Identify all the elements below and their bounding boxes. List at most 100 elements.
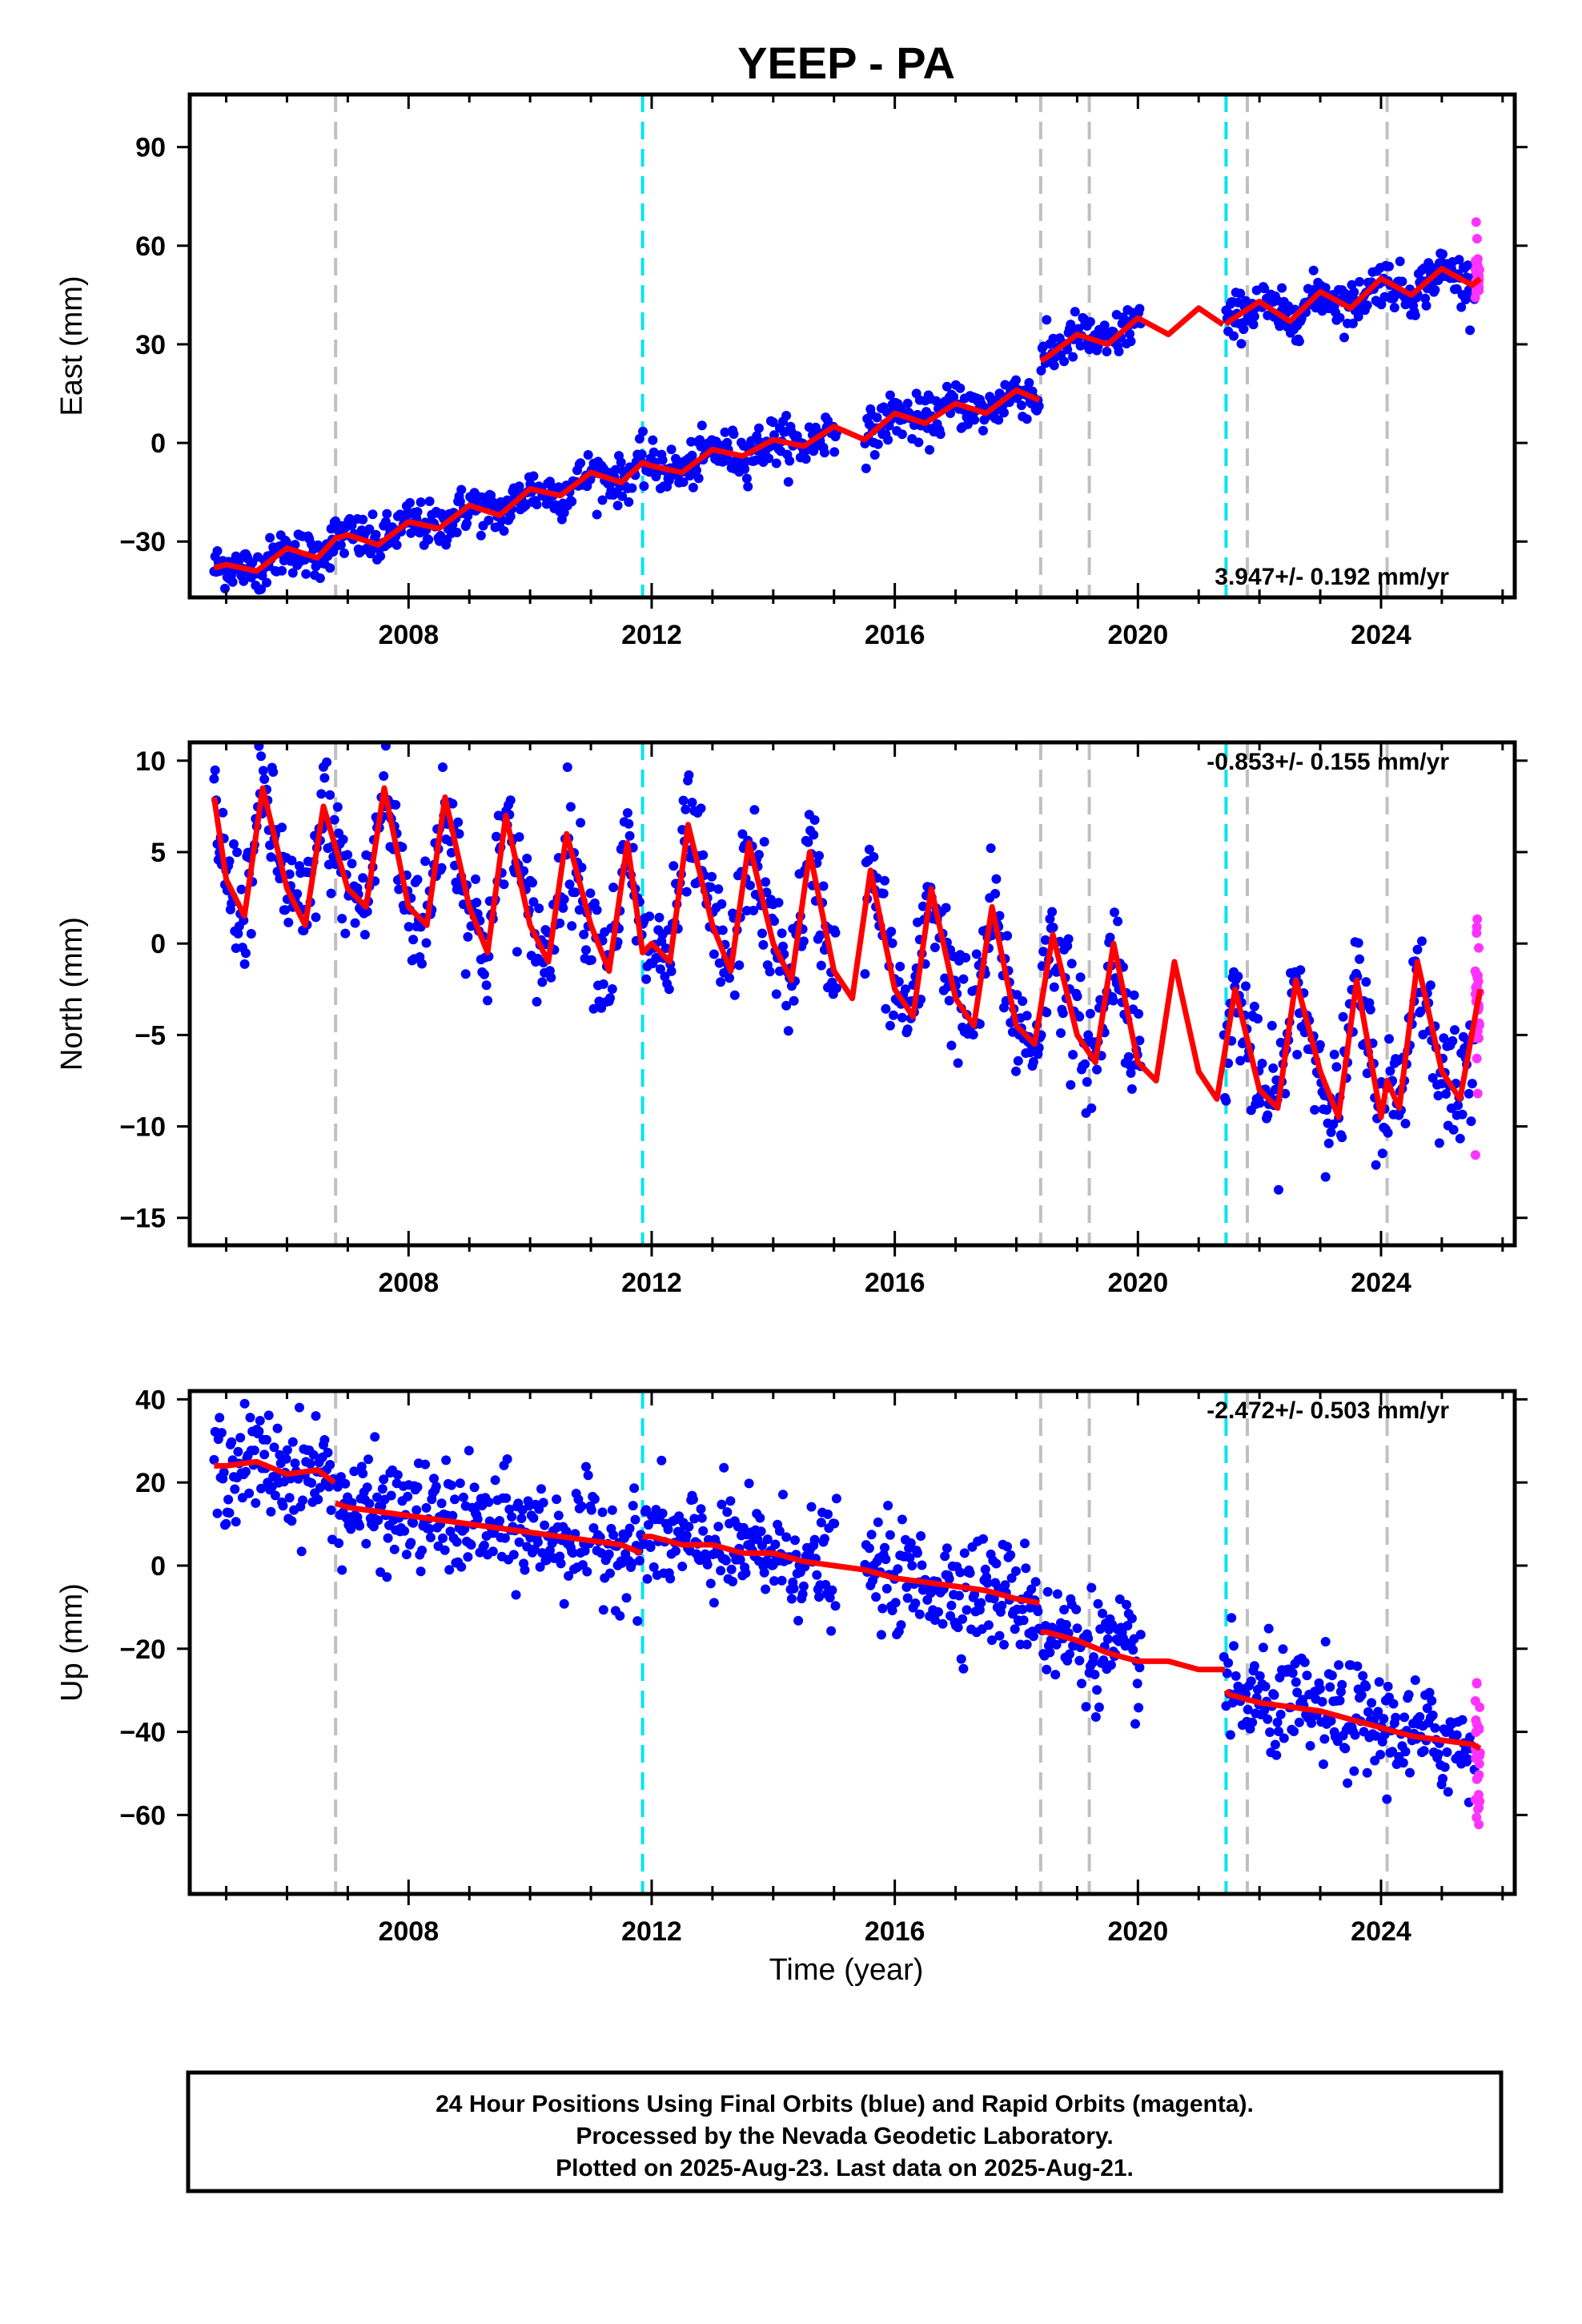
final-orbit-point <box>1373 1707 1383 1717</box>
final-orbit-point <box>397 842 408 852</box>
final-orbit-point <box>761 877 771 887</box>
final-orbit-point <box>456 1562 467 1572</box>
final-orbit-point <box>1294 336 1304 347</box>
final-orbit-point <box>634 433 644 444</box>
final-orbit-point <box>1289 1727 1299 1736</box>
final-orbit-point <box>1465 325 1476 336</box>
final-orbit-point <box>1420 293 1431 304</box>
final-orbit-point <box>681 804 691 814</box>
final-orbit-point <box>1347 279 1357 290</box>
final-orbit-point <box>1108 995 1118 1006</box>
final-orbit-point <box>876 1630 886 1640</box>
final-orbit-point <box>1002 931 1013 941</box>
final-orbit-point <box>532 996 542 1007</box>
final-orbit-point <box>953 1622 963 1633</box>
final-orbit-point <box>648 447 659 457</box>
final-orbit-point <box>322 757 332 767</box>
final-orbit-point <box>463 1552 473 1562</box>
final-orbit-point <box>505 511 516 521</box>
final-orbit-point <box>655 964 665 975</box>
final-orbit-point <box>1269 1690 1279 1700</box>
final-orbit-point <box>284 869 295 879</box>
final-orbit-point <box>823 1509 833 1519</box>
final-orbit-point <box>335 1472 346 1482</box>
final-orbit-point <box>231 1517 241 1527</box>
final-orbit-point <box>980 1564 990 1574</box>
final-orbit-point <box>1092 1064 1102 1075</box>
final-orbit-point <box>218 807 228 818</box>
north-panel: 2008 2012 2016 2020 2024 −15 −10 −5 0 5 10 North (m… <box>55 740 1528 1298</box>
final-orbit-point <box>520 1565 530 1575</box>
final-orbit-point <box>448 1510 458 1521</box>
final-orbit-point <box>256 584 267 594</box>
final-orbit-point <box>885 1020 895 1031</box>
final-orbit-point <box>819 1534 829 1544</box>
final-orbit-point <box>350 918 360 928</box>
final-orbit-point <box>709 949 719 959</box>
final-orbit-point <box>258 766 268 776</box>
final-orbit-point <box>512 947 522 957</box>
final-orbit-point <box>1319 1759 1328 1769</box>
final-orbit-point <box>472 1514 483 1524</box>
final-orbit-point <box>1352 1661 1363 1671</box>
final-orbit-point <box>315 573 325 583</box>
final-orbit-point <box>1427 1710 1438 1720</box>
final-orbit-point <box>552 1494 562 1505</box>
final-orbit-point <box>417 1546 427 1555</box>
final-orbit-point <box>1466 1116 1476 1127</box>
model-segment <box>214 1458 336 1486</box>
final-orbit-point <box>789 995 799 1006</box>
final-orbit-point <box>830 927 841 938</box>
final-orbit-point <box>1447 1035 1458 1046</box>
final-orbit-point <box>1441 1089 1452 1099</box>
final-orbit-point <box>916 1531 926 1541</box>
final-orbit-point <box>528 1513 539 1523</box>
final-orbit-point <box>567 921 577 931</box>
east-y-axis-title: East (mm) <box>55 275 89 416</box>
final-orbit-point <box>1456 302 1467 312</box>
up-rapid-orbit-points <box>1470 1678 1485 1830</box>
final-orbit-point <box>329 814 339 825</box>
final-orbit-point <box>1047 907 1058 917</box>
final-orbit-point <box>654 912 665 923</box>
final-orbit-point <box>809 830 819 840</box>
final-orbit-point <box>1049 982 1059 992</box>
final-orbit-point <box>696 803 706 814</box>
final-orbit-point <box>798 1581 809 1591</box>
final-orbit-point <box>953 1058 963 1068</box>
rapid-orbit-point <box>1473 1804 1483 1815</box>
final-orbit-point <box>831 983 841 993</box>
final-orbit-point <box>553 1510 564 1521</box>
final-orbit-point <box>1134 1035 1145 1046</box>
final-orbit-point <box>507 1512 517 1522</box>
final-orbit-point <box>1083 1633 1094 1643</box>
final-orbit-point <box>1225 1730 1235 1740</box>
final-orbit-point <box>642 1574 652 1584</box>
final-orbit-point <box>223 1494 234 1505</box>
final-orbit-point <box>256 1483 267 1494</box>
final-orbit-point <box>1308 265 1319 275</box>
final-orbit-point <box>709 1598 719 1608</box>
final-orbit-point <box>825 1593 835 1603</box>
final-orbit-point <box>1383 1128 1393 1138</box>
final-orbit-point <box>621 1593 632 1603</box>
final-orbit-point <box>740 464 750 474</box>
final-orbit-point <box>340 1478 351 1489</box>
final-orbit-point <box>688 482 698 493</box>
final-orbit-point <box>901 984 910 995</box>
x-tick-label: 2008 <box>378 1916 439 1947</box>
final-orbit-point <box>454 829 464 839</box>
final-orbit-point <box>452 1537 462 1547</box>
final-orbit-point <box>462 518 472 529</box>
final-orbit-point <box>628 1501 638 1511</box>
final-orbit-point <box>1362 300 1372 311</box>
final-orbit-point <box>645 1542 656 1552</box>
final-orbit-point <box>555 918 565 928</box>
final-orbit-point <box>608 1530 619 1540</box>
final-orbit-point <box>1132 1679 1142 1689</box>
final-orbit-point <box>1415 1711 1425 1722</box>
final-orbit-point <box>263 1410 274 1421</box>
final-orbit-point <box>400 1526 410 1536</box>
final-orbit-point <box>1024 378 1034 388</box>
final-orbit-point <box>335 540 346 550</box>
